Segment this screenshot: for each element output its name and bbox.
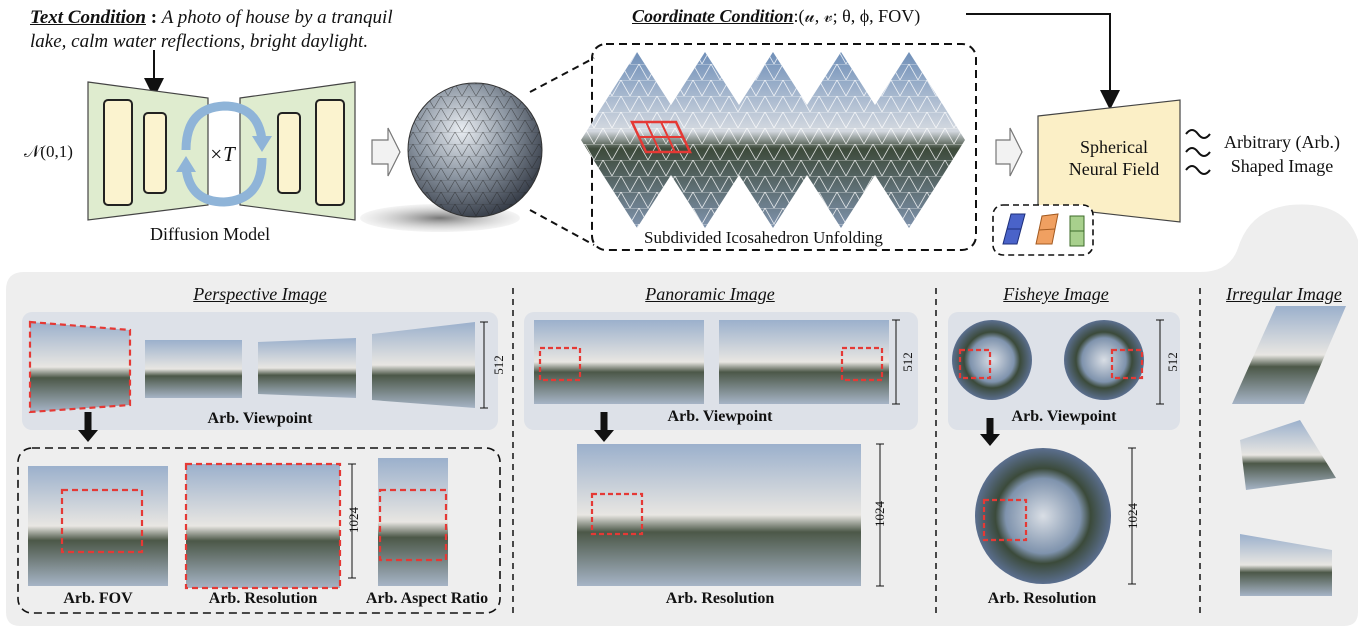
- text-condition-label: Text Condition: [30, 7, 146, 28]
- aspect-ratio-label: Arb. Aspect Ratio: [365, 590, 489, 607]
- coordinate-condition: Coordinate Condition:(𝓊, 𝓋; θ, ϕ, FOV): [632, 6, 920, 27]
- panoramic-viewpoint-label: Arb. Viewpoint: [667, 408, 773, 425]
- fisheye-dim-512: 512: [1165, 352, 1180, 372]
- panorama-large: [577, 444, 861, 586]
- text-condition-line2: lake, calm water reflections, bright day…: [30, 31, 369, 52]
- panoramic-down-arrow: [594, 430, 614, 442]
- fisheye-down-arrow: [980, 434, 1000, 446]
- fisheye-large: [975, 448, 1111, 584]
- noise-label: 𝒩(0,1): [24, 142, 73, 161]
- panorama-view-2: [719, 320, 889, 404]
- fov-image: [28, 466, 168, 586]
- perspective-down-arrow: [78, 430, 98, 442]
- diffusion-model-label: Diffusion Model: [150, 224, 271, 244]
- output-label: Arbitrary (Arb.) Shaped Image: [1212, 130, 1352, 178]
- spherical-neural-field: [1037, 99, 1181, 223]
- perspective-variants-box: [17, 447, 501, 614]
- fisheye-viewpoint-label: Arb. Viewpoint: [1011, 408, 1117, 425]
- perspective-dim-512: 512: [491, 355, 506, 375]
- patch-blue: [1002, 213, 1026, 245]
- loop-arrow-top: [181, 101, 267, 151]
- fisheye-resolution-label: Arb. Resolution: [987, 590, 1097, 607]
- resolution-image: [184, 462, 342, 590]
- perspective-view-2: [145, 340, 242, 398]
- flow-arrow-2: [995, 127, 1023, 177]
- panoramic-dim-1024: 1024: [872, 501, 887, 527]
- text-condition-line1: A photo of house by a tranquil: [161, 7, 393, 28]
- irregular-wedge: [1240, 534, 1332, 596]
- flow-arrow-1: [371, 127, 401, 177]
- aspect-ratio-image: [378, 458, 448, 586]
- patch-orange: [1035, 213, 1059, 245]
- fov-label: Arb. FOV: [63, 590, 133, 607]
- loop-arrow-bottom: [181, 157, 267, 207]
- unfolding-label: Subdivided Icosahedron Unfolding: [644, 228, 883, 247]
- perspective-title: Perspective Image: [193, 284, 327, 304]
- perspective-view-3: [258, 338, 356, 398]
- patch-green: [1069, 215, 1085, 247]
- output-line2: Shaped Image: [1230, 156, 1334, 176]
- coordinate-condition-label: Coordinate Condition: [632, 6, 794, 26]
- fisheye-view-1: [952, 320, 1032, 400]
- text-condition-colon: :: [145, 7, 162, 28]
- perspective-viewpoint-label: Arb. Viewpoint: [207, 410, 313, 427]
- perspective-view-4: [372, 322, 475, 408]
- fisheye-dim-1024: 1024: [1125, 503, 1140, 529]
- irregular-trapezoid: [1240, 420, 1336, 490]
- text-condition: Text Condition : A photo of house by a t…: [30, 6, 430, 54]
- perspective-view-1: [28, 320, 132, 414]
- neural-field-label: Spherical Neural Field: [1062, 136, 1166, 180]
- perspective-dim-1024: 1024: [346, 507, 361, 533]
- resolution-label: Arb. Resolution: [208, 590, 318, 607]
- irregular-title: Irregular Image: [1226, 284, 1342, 304]
- panoramic-resolution-label: Arb. Resolution: [665, 590, 775, 607]
- panorama-view-1: [534, 320, 704, 404]
- loop-label: ×T: [209, 142, 235, 166]
- output-line1: Arbitrary (Arb.): [1224, 132, 1340, 152]
- neural-field-line1: Spherical: [1080, 137, 1148, 157]
- irregular-parallelogram: [1232, 306, 1346, 404]
- coordinate-condition-value: :(𝓊, 𝓋; θ, ϕ, FOV): [793, 6, 921, 26]
- panoramic-title: Panoramic Image: [645, 284, 775, 304]
- fisheye-view-2: [1064, 320, 1144, 400]
- fisheye-title: Fisheye Image: [1003, 284, 1109, 304]
- unfolded-icosahedron: [581, 52, 965, 228]
- panoramic-dim-512: 512: [900, 352, 915, 372]
- neural-field-line2: Neural Field: [1068, 159, 1160, 179]
